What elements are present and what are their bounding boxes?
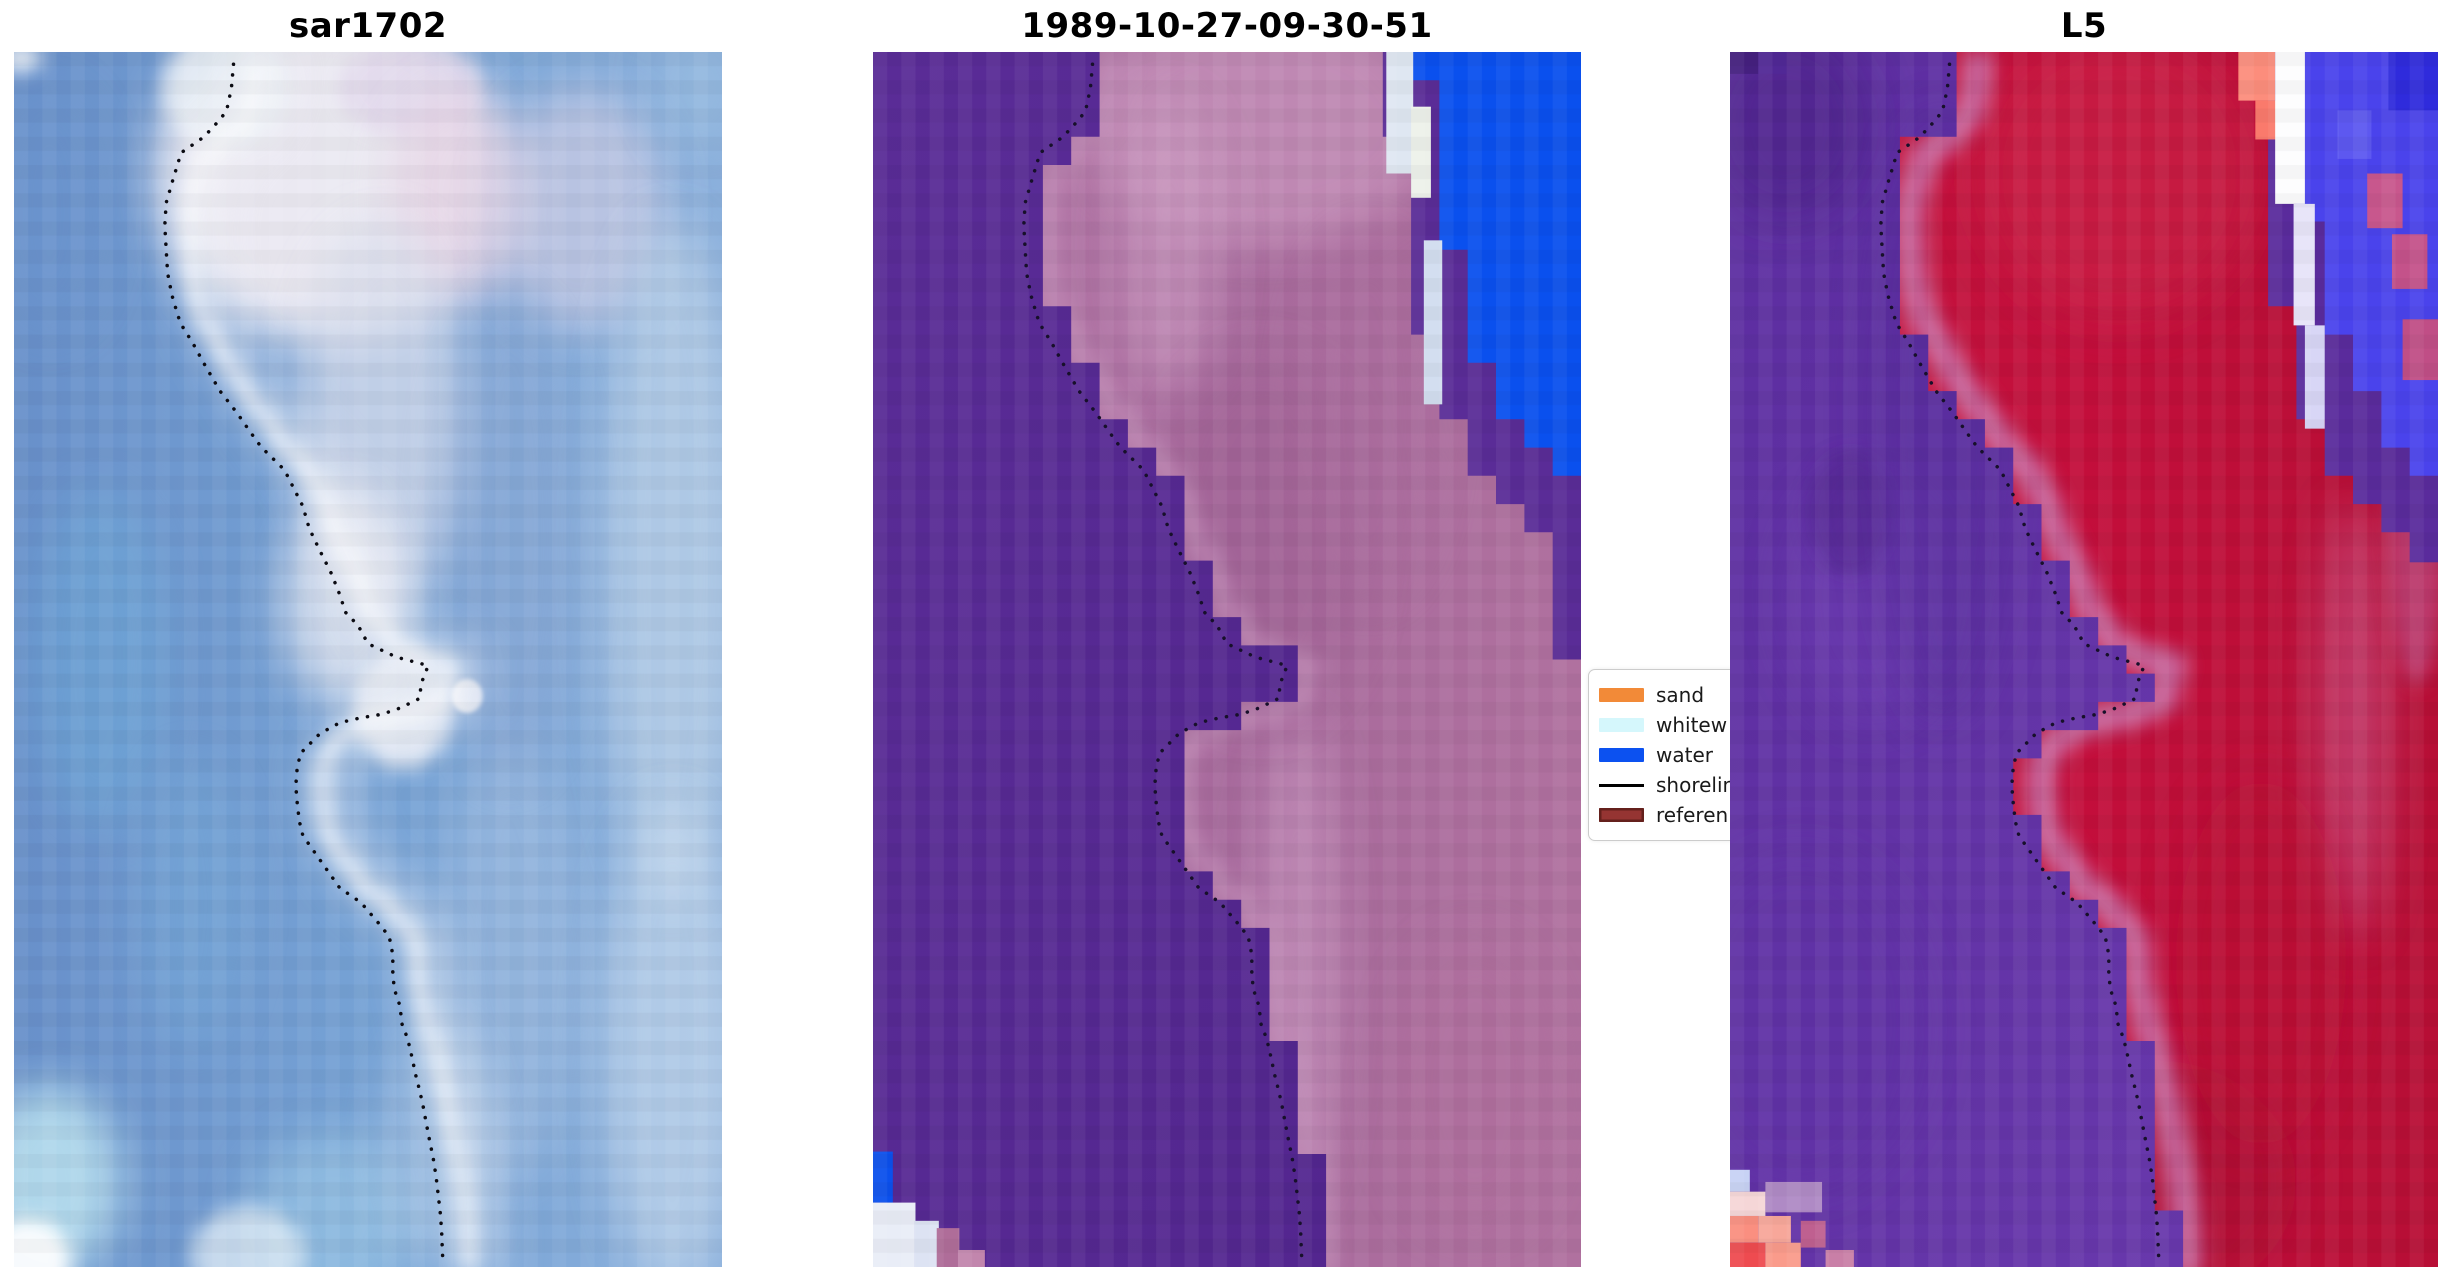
legend-label: water: [1656, 743, 1713, 767]
legend-entry-shorelin: shorelin: [1599, 770, 1775, 800]
legend-label: shorelin: [1656, 773, 1736, 797]
panel-image-l5: [1730, 52, 2438, 1267]
legend-line-swatch: [1599, 783, 1644, 787]
panel-svg-1: [873, 52, 1581, 1267]
legend-color-swatch: [1599, 688, 1644, 702]
panel-title-sar1702: sar1702: [288, 6, 448, 46]
panel-title-l5: L5: [2060, 6, 2108, 46]
pixel-grid-overlay: [1730, 52, 2438, 1267]
legend-color-swatch: [1599, 748, 1644, 762]
panel-svg-2: [1730, 52, 2438, 1267]
legend-entry-whitew: whitew: [1599, 710, 1775, 740]
panel-title-date: 1989-10-27-09-30-51: [1021, 6, 1433, 46]
pixel-grid-overlay: [14, 52, 722, 1267]
legend-entry-referen: referen: [1599, 800, 1775, 830]
legend-label: whitew: [1656, 713, 1728, 737]
panel-svg-0: [14, 52, 722, 1267]
legend-entry-water: water: [1599, 740, 1775, 770]
pixel-grid-overlay: [873, 52, 1581, 1267]
legend-label: referen: [1656, 803, 1729, 827]
panel-image-classified: [873, 52, 1581, 1267]
legend-label: sand: [1656, 683, 1705, 707]
panel-image-sar1702: [14, 52, 722, 1267]
legend-color-swatch: [1599, 808, 1644, 822]
legend-entry-sand: sand: [1599, 680, 1775, 710]
legend-color-swatch: [1599, 718, 1644, 732]
